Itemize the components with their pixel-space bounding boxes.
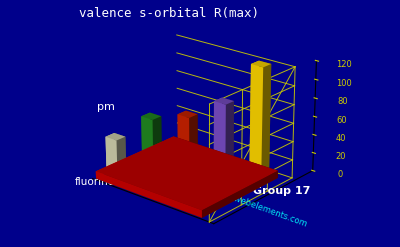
Text: valence s-orbital R(max): valence s-orbital R(max) (79, 7, 259, 21)
Text: www.webelements.com: www.webelements.com (212, 187, 309, 229)
